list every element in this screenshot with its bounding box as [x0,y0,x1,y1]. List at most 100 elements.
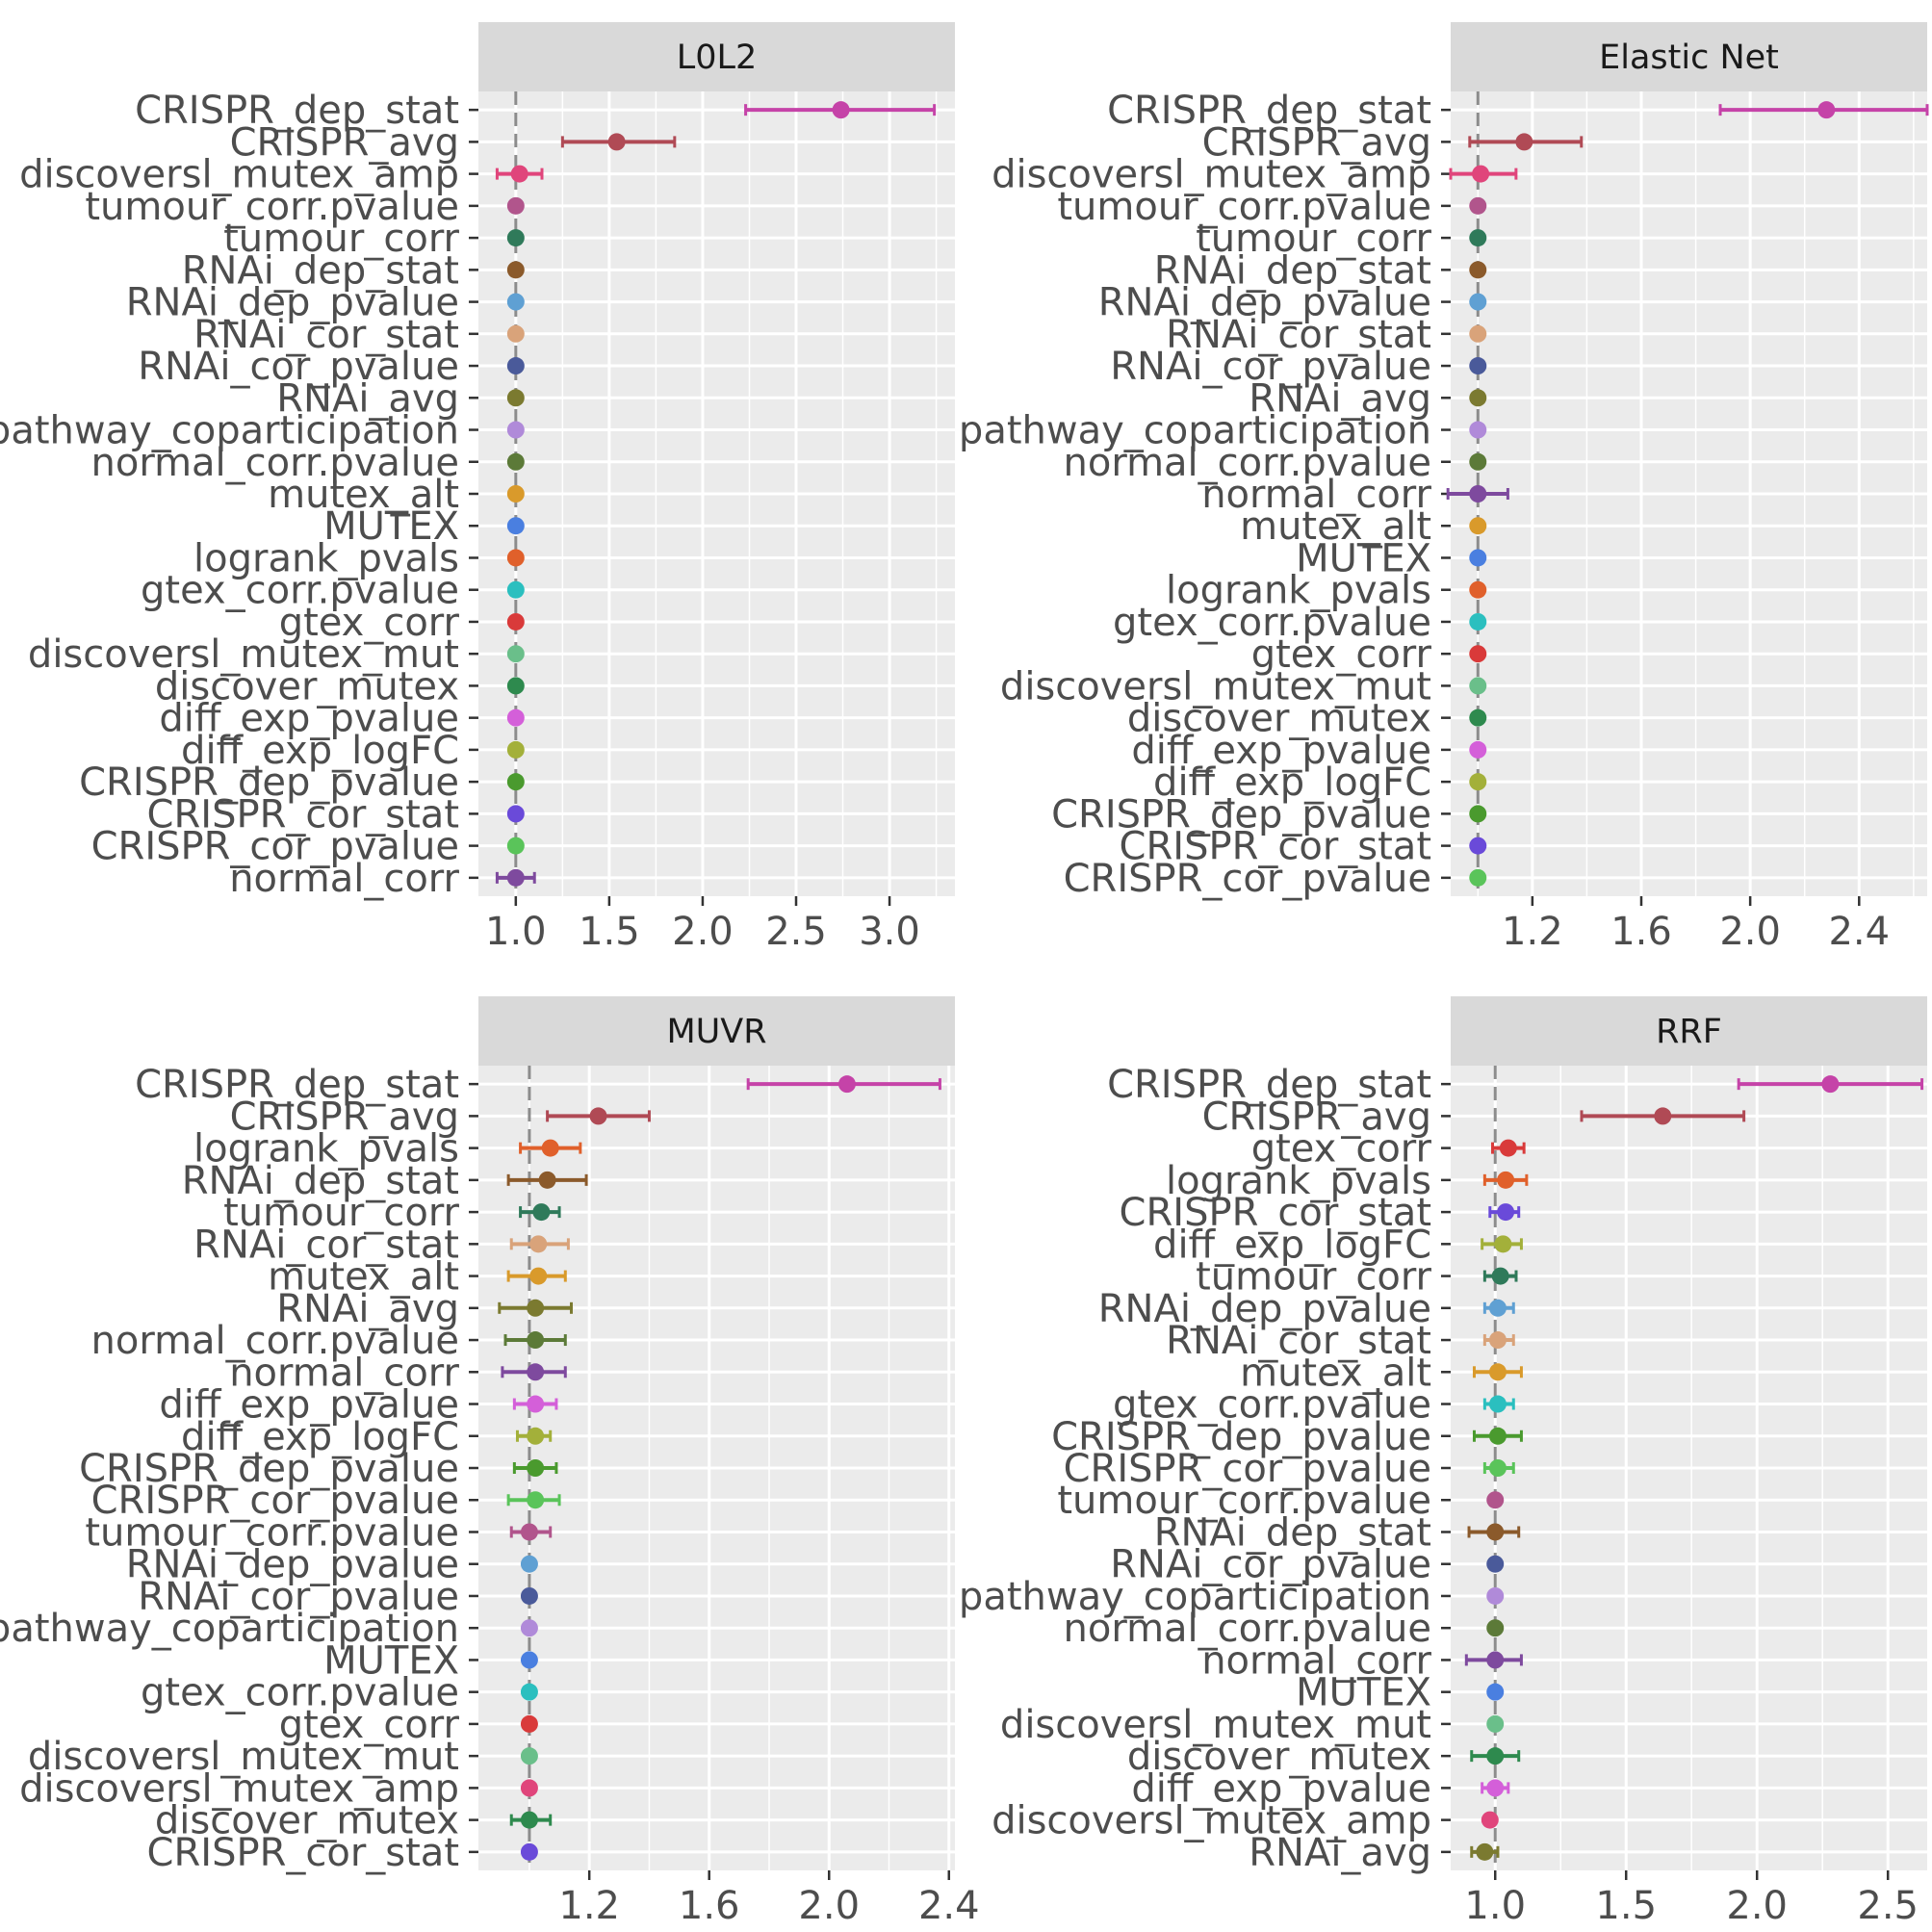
data-point [520,1779,538,1797]
data-point [1654,1107,1672,1125]
feature-label: gtex_corr [1251,632,1432,677]
data-point [1469,261,1487,279]
feature-label: gtex_corr.pvalue [1113,1383,1431,1428]
data-point [837,1075,856,1094]
data-point [1469,740,1487,759]
data-point [506,612,525,631]
x-tick-label: 1.5 [579,910,640,954]
data-point [1469,324,1487,343]
feature-label: RNAi_cor_stat [1166,1319,1431,1363]
data-marks: 1.2 1.6 2.0 2.4 CRISPR_dep_statCRISPR_avglog… [0,1063,980,1928]
feature-label: pathway_coparticipation [959,1575,1431,1619]
data-point [832,101,850,119]
data-point [538,1171,556,1189]
feature-label: diff_exp_logFC [1153,760,1431,805]
feature-label: CRISPR_cor_pvalue [1064,1447,1431,1491]
data-point [520,1714,538,1733]
feature-label: CRISPR_cor_pvalue [91,1479,459,1523]
feature-label: CRISPR_cor_pvalue [91,825,459,869]
feature-label: CRISPR_cor_pvalue [1064,857,1431,901]
feature-label: tumour_corr.pvalue [1057,1479,1431,1523]
feature-label: MUTEX [323,1638,459,1683]
data-point [1497,1171,1515,1189]
feature-label: diff_exp_logFC [181,729,459,773]
feature-label: RNAi_cor_pvalue [138,1575,459,1619]
data-point [1488,1331,1507,1350]
feature-label: RNAi_avg [1249,1831,1431,1875]
data-point [506,868,525,887]
data-point [1486,1779,1505,1797]
feature-label: MUTEX [323,504,459,549]
data-marks: 1.2 1.6 2.0 2.4 CRISPR_dep_statCRISPR_avgdis… [959,89,1929,954]
data-point [1476,1842,1494,1861]
data-point [520,1747,538,1765]
feature-label: normal_corr [1201,473,1431,517]
data-point [1469,293,1487,311]
data-point [527,1459,545,1477]
feature-label: RNAi_dep_pvalue [126,1543,459,1587]
x-tick-label: 2.0 [1719,910,1781,954]
panel-strip [1451,996,1927,1066]
panel-elastic-net: Elastic Net 1.2 1.6 2.0 2.4CRISPR_dep_statC… [959,22,1929,954]
data-point [527,1395,545,1413]
feature-label: diff_exp_logFC [181,1415,459,1459]
feature-label: normal_corr.pvalue [1064,1607,1432,1651]
feature-label: logrank_pvals [193,1127,459,1172]
data-point [1488,1395,1507,1413]
data-point [506,773,525,791]
data-point [506,357,525,375]
feature-label: discoversl_mutex_mut [28,1735,459,1779]
feature-label: RNAi_cor_pvalue [1110,1543,1431,1587]
data-point [1497,1203,1515,1222]
data-point [1515,133,1533,151]
feature-label: discover_mutex [1127,1735,1431,1779]
data-point [1469,837,1487,855]
data-point [1488,1459,1507,1477]
feature-label: gtex_corr.pvalue [141,1671,459,1715]
x-tick-label: 2.0 [1726,1884,1788,1928]
grid-lines [478,91,955,896]
feature-label: RNAi_dep_pvalue [126,281,459,325]
data-point [1469,229,1487,247]
feature-label: CRISPR_avg [230,120,459,165]
feature-label: RNAi_dep_pvalue [1098,281,1431,325]
feature-label: CRISPR_dep_stat [135,1063,459,1107]
x-tick-label: 1.6 [1610,910,1672,954]
feature-label: normal_corr.pvalue [91,441,460,485]
data-point [1486,1747,1505,1765]
x-tick-label: 1.0 [485,910,547,954]
data-marks: 1.0 1.5 2.0 2.5 CRISPR_dep_statCRISPR_avggte… [959,1063,1924,1928]
panel-title: L0L2 [677,39,758,77]
feature-label: CRISPR_cor_stat [1120,825,1431,869]
feature-label: MUTEX [1296,1671,1431,1715]
panel-strip [478,996,955,1066]
data-point [527,1363,545,1381]
data-point [1499,1139,1517,1157]
x-tick-label: 2.4 [1828,910,1890,954]
data-point [506,549,525,567]
data-point [529,1267,548,1285]
panel-strip [478,22,955,91]
feature-label: discoversl_mutex_mut [1000,1703,1431,1747]
data-point [1469,549,1487,567]
x-tick-label: 2.4 [918,1884,980,1928]
data-point [506,740,525,759]
feature-label: normal_corr.pvalue [1064,441,1432,485]
data-point [1486,1683,1505,1701]
data-point [1488,1427,1507,1445]
panel-title: RRF [1656,1013,1722,1051]
data-point [1469,357,1487,375]
data-point [1469,868,1487,887]
data-point [506,421,525,439]
feature-label: RNAi_cor_pvalue [138,345,459,389]
feature-label: discoversl_mutex_amp [19,153,459,197]
feature-label: tumour_corr.pvalue [85,1510,459,1555]
feature-label: RNAi_dep_stat [1154,1510,1431,1555]
data-point [1469,517,1487,535]
feature-label: RNAi_cor_stat [193,1223,459,1267]
feature-label: tumour_corr [1196,217,1431,261]
feature-label: discover_mutex [1127,697,1431,741]
data-point [1469,452,1487,471]
data-point [541,1139,559,1157]
